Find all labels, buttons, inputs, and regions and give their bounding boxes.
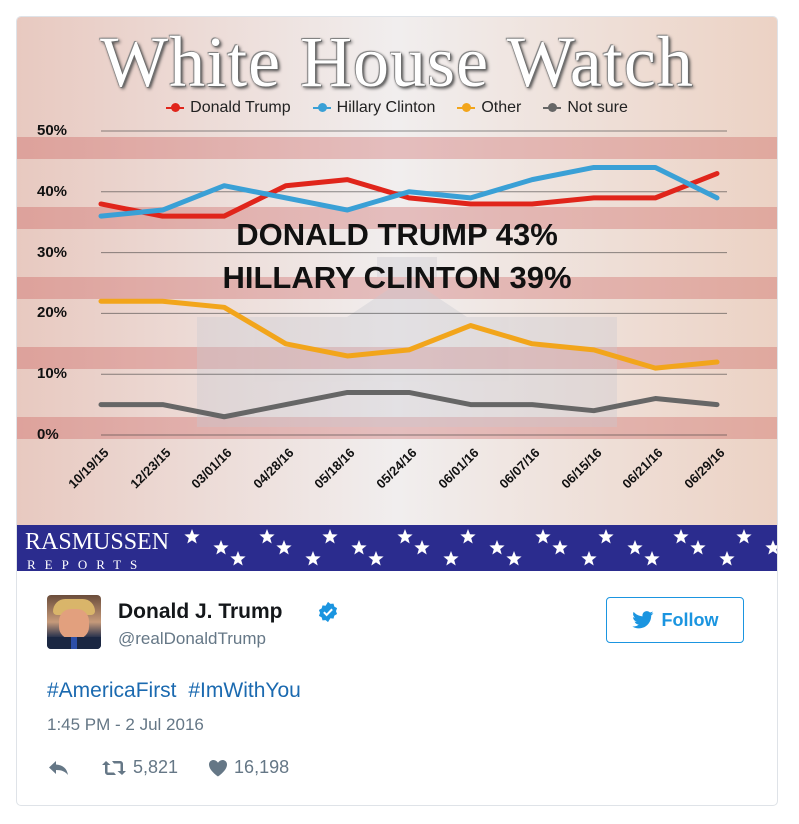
banner-star (276, 540, 292, 555)
banner-star (397, 529, 413, 544)
banner-star (489, 540, 505, 555)
tweet-timestamp[interactable]: 1:45 PM - 2 Jul 2016 (47, 715, 204, 734)
y-tick-label: 40% (37, 182, 68, 200)
banner-star (644, 551, 660, 566)
headline-trump: DONALD TRUMP 43% (236, 217, 558, 252)
banner-star (598, 529, 614, 544)
legend-label: Donald Trump (190, 99, 291, 116)
display-name[interactable]: Donald J. Trump (118, 600, 283, 623)
banner-star (627, 540, 643, 555)
hashtag-americafirst[interactable]: #AmericaFirst (47, 679, 177, 702)
banner-star (443, 551, 459, 566)
legend-label: Not sure (567, 99, 628, 116)
like-count: 16,198 (234, 757, 290, 777)
tweet-media-image[interactable]: White House Watch Donald Trump Hillary Cl… (17, 17, 777, 571)
legend-item-other: Other (457, 99, 521, 117)
legend-marker (543, 103, 562, 113)
banner-star (535, 529, 551, 544)
series-line-donald-trump (98, 171, 720, 219)
tweet-actions: 5,821 16,198 (47, 757, 319, 778)
banner-star (765, 540, 777, 555)
banner-star (581, 551, 597, 566)
retweet-button[interactable]: 5,821 (101, 757, 178, 778)
reply-icon (49, 760, 68, 775)
tweet-text: #AmericaFirst #ImWithYou (47, 679, 307, 703)
like-button[interactable]: 16,198 (208, 757, 289, 778)
banner-star (368, 551, 384, 566)
banner-star (506, 551, 522, 566)
banner-star (259, 529, 275, 544)
avatar[interactable] (47, 595, 101, 649)
series-line-not-sure (98, 389, 720, 420)
verified-badge-icon (318, 601, 338, 623)
y-tick-label: 30% (37, 243, 68, 261)
banner-star (322, 529, 338, 544)
banner-star (230, 551, 246, 566)
retweet-count: 5,821 (133, 757, 179, 777)
legend-label: Other (481, 99, 522, 116)
legend-item-not-sure: Not sure (543, 99, 628, 117)
banner-star (184, 529, 200, 544)
headline-clinton: HILLARY CLINTON 39% (222, 260, 572, 295)
banner-star (414, 540, 430, 555)
twitter-bird-icon (631, 611, 653, 629)
rasmussen-logo: RASMUSSEN REPORTS (17, 525, 177, 571)
banner-star (736, 529, 752, 544)
follow-button[interactable]: Follow (606, 597, 744, 643)
follow-button-label: Follow (661, 609, 719, 630)
legend-item-donald-trump: Donald Trump (166, 99, 291, 117)
banner-star (690, 540, 706, 555)
banner-star (305, 551, 321, 566)
banner-star (552, 540, 568, 555)
heart-icon (209, 759, 228, 776)
retweet-icon (102, 760, 126, 775)
banner-star (213, 540, 229, 555)
chart-legend: Donald Trump Hillary Clinton Other Not sure (17, 99, 777, 117)
reply-button[interactable] (47, 759, 71, 777)
legend-label: Hillary Clinton (336, 99, 436, 116)
chart-title: White House Watch (100, 22, 694, 102)
y-tick-label: 10% (37, 365, 68, 383)
legend-item-hillary-clinton: Hillary Clinton (312, 99, 436, 117)
chart-background (17, 17, 777, 525)
series-line-hillary-clinton (98, 164, 720, 219)
banner-star (460, 529, 476, 544)
banner-star (673, 529, 689, 544)
tweet-card: White House Watch Donald Trump Hillary Cl… (16, 16, 778, 806)
legend-marker (457, 103, 476, 113)
user-handle[interactable]: @realDonaldTrump (118, 629, 266, 648)
banner-star (351, 540, 367, 555)
hashtag-imwithyou[interactable]: #ImWithYou (188, 679, 301, 702)
y-tick-label: 20% (37, 304, 68, 322)
legend-marker (312, 103, 331, 113)
y-tick-label: 50% (37, 122, 68, 139)
series-line-other (98, 298, 720, 371)
y-tick-label: 0% (37, 426, 59, 443)
banner-star (719, 551, 735, 566)
star-banner: RASMUSSEN REPORTS (17, 525, 777, 571)
legend-marker (166, 103, 185, 113)
